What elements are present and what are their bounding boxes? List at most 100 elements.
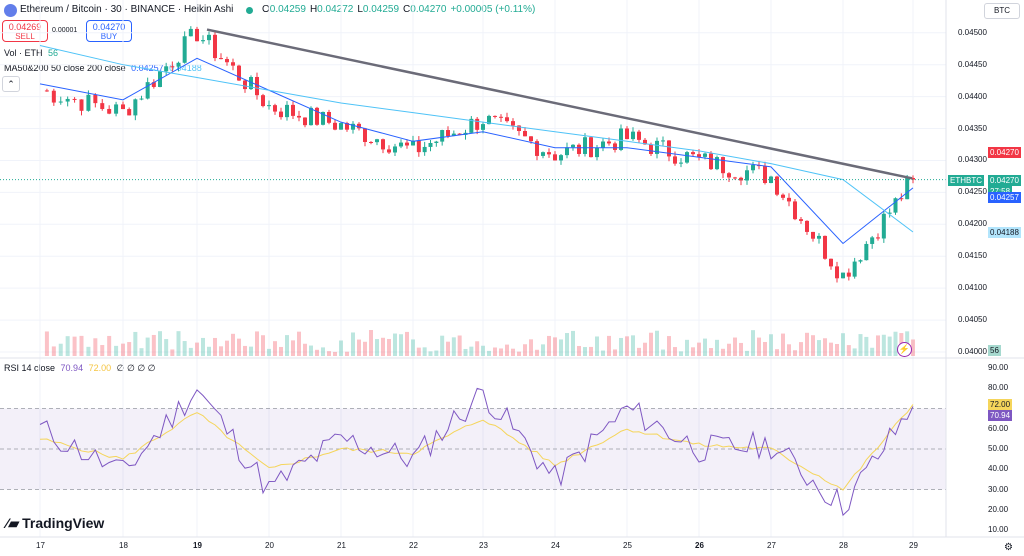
candle-body — [297, 115, 301, 118]
volume-bar — [667, 336, 671, 356]
candle-body — [121, 104, 125, 110]
market-status-icon — [246, 7, 253, 14]
volume-bar — [381, 337, 385, 356]
candle-body — [727, 173, 731, 178]
candle-body — [405, 142, 409, 146]
candle-body — [127, 109, 132, 116]
volume-bar — [625, 336, 629, 356]
candle-body — [375, 139, 379, 143]
volume-bar — [559, 339, 563, 356]
candle-body — [249, 76, 253, 90]
candle-body — [327, 111, 331, 123]
collapse-legend-button[interactable]: ⌃ — [2, 76, 20, 92]
volume-bar — [793, 350, 797, 356]
candle-body — [841, 272, 845, 279]
volume-bar — [170, 349, 175, 356]
volume-bar — [727, 343, 731, 356]
candle-body — [595, 147, 599, 158]
candle-body — [673, 156, 677, 164]
candle-body — [775, 176, 779, 195]
candle-body — [86, 94, 91, 111]
candle-body — [451, 133, 456, 137]
volume-bar — [72, 336, 77, 356]
volume-bar — [273, 341, 277, 356]
candle-body — [475, 118, 480, 130]
ohlc-value: 0.04259 — [362, 4, 400, 15]
gear-icon[interactable]: ⚙ — [1004, 542, 1013, 553]
volume-bar — [481, 345, 485, 356]
candle-body — [93, 94, 98, 104]
candle-body — [870, 237, 875, 244]
time-axis-label: 20 — [265, 541, 274, 550]
candle-body — [207, 34, 211, 41]
candle-body — [422, 146, 427, 153]
candle-body — [176, 62, 181, 67]
price-axis-tick: 0.04400 — [958, 91, 987, 101]
candle-body — [899, 198, 904, 200]
candle-body — [145, 82, 150, 99]
candle-body — [703, 153, 707, 157]
buy-button[interactable]: 0.04270 BUY — [86, 20, 132, 42]
candle-body — [255, 76, 259, 96]
price-axis-tick: 0.04250 — [958, 187, 987, 197]
candle-body — [393, 146, 397, 153]
candle-body — [213, 34, 217, 59]
candle-body — [649, 144, 653, 154]
current-price-tag: 0.04270 — [988, 174, 1021, 186]
volume-bar — [133, 331, 138, 356]
sell-button[interactable]: 0.04269 SELL — [2, 20, 48, 42]
candle-body — [499, 116, 503, 118]
price-axis-tick: 0.04450 — [958, 59, 987, 69]
candle-body — [852, 261, 857, 277]
volume-bar — [151, 334, 156, 356]
volume-bar — [852, 348, 857, 356]
volume-bar — [607, 335, 611, 356]
volume-bar — [243, 345, 247, 356]
candle-body — [864, 243, 869, 261]
volume-bar — [697, 342, 701, 356]
volume-bar — [841, 333, 845, 356]
candle-body — [667, 140, 671, 157]
volume-bar — [422, 347, 427, 356]
volume-bar — [225, 340, 229, 356]
volume-legend[interactable]: Vol · ETH 56 — [4, 48, 58, 58]
volume-bar — [121, 343, 125, 356]
trendline[interactable] — [206, 28, 913, 180]
candle-body — [487, 115, 491, 125]
candle-body — [65, 98, 70, 102]
volume-bar — [176, 331, 181, 356]
volume-bar — [709, 348, 713, 356]
volume-bar — [703, 338, 707, 356]
volume-bar — [440, 335, 445, 356]
symbol-tag: ETHBTC — [948, 174, 984, 186]
volume-bar — [745, 350, 749, 356]
candle-body — [751, 165, 755, 171]
brand-text: TradingView — [22, 515, 105, 531]
volume-bar — [583, 347, 587, 356]
volume-bar — [691, 347, 695, 356]
candle-body — [387, 149, 391, 153]
candle-body — [363, 128, 367, 142]
candle-body — [697, 154, 701, 157]
volume-bar — [673, 347, 677, 356]
bolt-icon[interactable]: ⚡ — [897, 342, 912, 357]
ohlc-key: L — [357, 4, 363, 15]
tradingview-logo[interactable]: ⁄▰ TradingView — [6, 515, 105, 531]
rsi-legend[interactable]: RSI 14 close 70.94 72.00 ∅ ∅ ∅ ∅ — [4, 363, 156, 374]
candle-body — [619, 128, 623, 150]
symbol-title[interactable]: Ethereum / Bitcoin · 30 · BINANCE · Heik… — [20, 4, 234, 15]
candle-body — [303, 117, 307, 126]
ma-legend-label: MA50&200 50 close 200 close — [4, 63, 126, 73]
candle-body — [893, 198, 898, 213]
volume-bar — [757, 337, 761, 356]
volume-bar — [315, 349, 319, 356]
volume-bar — [237, 338, 241, 356]
candle-body — [279, 111, 283, 118]
candle-body — [428, 142, 433, 147]
ma-legend[interactable]: MA50&200 50 close 200 close 0.04257 0.04… — [4, 63, 202, 73]
candle-body — [823, 235, 827, 259]
candle-body — [517, 125, 521, 131]
currency-button[interactable]: BTC — [984, 3, 1020, 19]
volume-bar — [469, 346, 474, 356]
